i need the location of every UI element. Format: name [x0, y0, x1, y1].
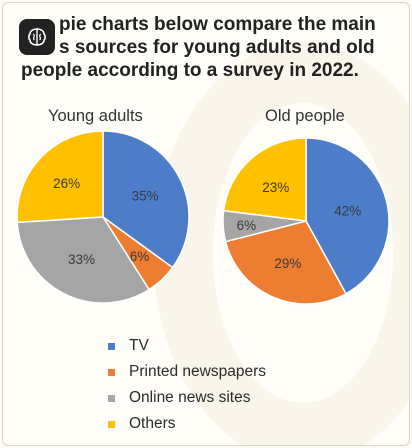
- page-title: pie charts below compare the main s sour…: [21, 13, 401, 82]
- pie-slice-label: 23%: [262, 180, 289, 195]
- title-line-1: pie charts below compare the main: [59, 14, 376, 35]
- legend-label: TV: [129, 337, 149, 354]
- pie-slice-label: 33%: [68, 252, 95, 267]
- legend-item: Others: [108, 411, 266, 437]
- legend-swatch: [108, 342, 115, 350]
- legend: TV Printed newspapers Online news sites Oth…: [108, 333, 266, 437]
- legend-swatch: [108, 368, 115, 376]
- brain-badge-button[interactable]: [19, 19, 55, 55]
- legend-item: TV: [108, 333, 266, 359]
- pie-slice-label: 42%: [334, 203, 361, 218]
- pie-slice-label: 29%: [274, 256, 301, 271]
- pie-title-young-adults: Young adults: [48, 107, 143, 125]
- title-line-2: s sources for young adults and old: [59, 37, 375, 58]
- pie-group-0: 35% 6% 33% 26%: [16, 130, 190, 304]
- pie-slice-label: 6%: [130, 249, 150, 264]
- legend-label: Printed newspapers: [129, 363, 266, 380]
- legend-item: Printed newspapers: [108, 359, 266, 385]
- legend-label: Others: [129, 415, 176, 432]
- pie-slice-label: 35%: [132, 189, 159, 204]
- pie-title-old-people: Old people: [265, 107, 345, 125]
- legend-label: Online news sites: [129, 389, 251, 406]
- title-line-3: people according to a survey in 2022.: [21, 60, 359, 81]
- pie-group-1: 42% 29% 6% 23%: [222, 137, 390, 305]
- pie-charts: 35% 6% 33% 26% 42% 29% 6% 23%: [16, 130, 390, 305]
- legend-item: Online news sites: [108, 385, 266, 411]
- pie-slice: [305, 137, 390, 295]
- legend-swatch: [108, 420, 115, 428]
- pie-slice: [16, 130, 104, 224]
- brain-icon: [28, 28, 46, 46]
- pie-slice-label: 26%: [53, 176, 80, 191]
- pie-slice: [16, 216, 151, 304]
- legend-swatch: [108, 394, 115, 402]
- pie-slice: [222, 137, 307, 222]
- pie-slice: [102, 130, 190, 269]
- pie-slice-label: 6%: [237, 218, 257, 233]
- pie-slice: [224, 220, 348, 305]
